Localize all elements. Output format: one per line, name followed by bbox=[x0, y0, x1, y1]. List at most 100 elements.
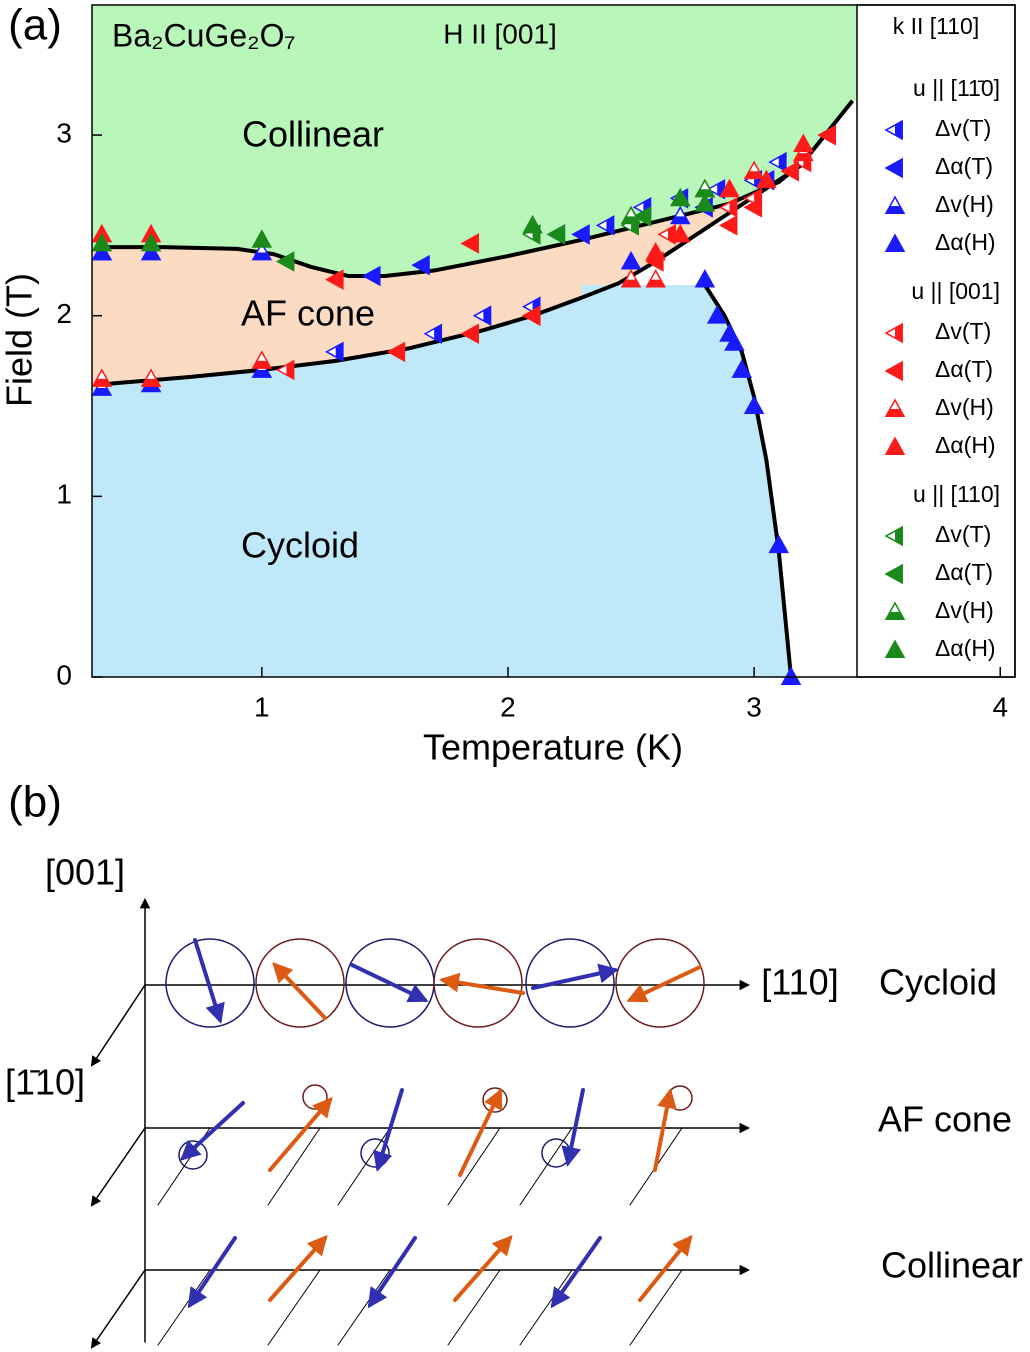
x-tick-label: 4 bbox=[992, 691, 1008, 722]
phase-region bbox=[92, 100, 853, 385]
data-point bbox=[91, 241, 113, 261]
marker-shape bbox=[460, 323, 479, 345]
marker-fill bbox=[895, 324, 903, 342]
legend-label: Δα(T) bbox=[935, 356, 993, 382]
data-point bbox=[620, 250, 642, 270]
marker-fill bbox=[886, 206, 904, 214]
data-point bbox=[743, 197, 763, 218]
legend-title: k II [110] bbox=[893, 13, 980, 39]
marker-fill bbox=[886, 409, 904, 417]
marker-fill bbox=[142, 378, 161, 387]
marker-shape bbox=[768, 534, 789, 554]
x-axis-label: Temperature (K) bbox=[423, 727, 683, 768]
marker-shape bbox=[756, 169, 777, 189]
data-point bbox=[669, 223, 691, 243]
phase-name: AF cone bbox=[878, 1099, 1012, 1140]
legend-label: Δv(T) bbox=[935, 318, 991, 344]
data-point bbox=[884, 563, 903, 585]
marker-shape bbox=[522, 305, 541, 326]
legend-label: Δα(T) bbox=[935, 153, 993, 179]
data-point bbox=[768, 151, 787, 173]
marker-fill bbox=[92, 378, 111, 387]
schematic: (b) [001] [110] [1̄10] Cycloid AF cone C… bbox=[5, 778, 1023, 1349]
marker-fill bbox=[252, 369, 271, 378]
marker-shape bbox=[743, 197, 763, 218]
data-point bbox=[884, 525, 903, 547]
legend-label: Δα(H) bbox=[935, 229, 996, 255]
marker-fill bbox=[646, 279, 665, 287]
marker-fill bbox=[252, 360, 271, 369]
data-point bbox=[884, 639, 906, 658]
marker-shape bbox=[460, 233, 479, 254]
legend-group-title: u || [001] bbox=[911, 278, 1000, 304]
data-point bbox=[386, 341, 406, 363]
axis-label: [001] bbox=[45, 852, 125, 893]
axes bbox=[90, 897, 751, 1349]
data-point bbox=[140, 368, 162, 387]
marker-fill bbox=[606, 216, 614, 235]
data-point bbox=[743, 160, 765, 180]
data-point bbox=[546, 224, 566, 245]
marker-shape bbox=[522, 214, 543, 234]
data-point bbox=[251, 241, 273, 261]
data-point bbox=[669, 205, 691, 225]
y-tick-label: 2 bbox=[56, 298, 72, 329]
marker-shape bbox=[669, 187, 691, 207]
marker-fill bbox=[695, 189, 714, 197]
marker-shape bbox=[884, 157, 903, 179]
data-point bbox=[793, 142, 814, 162]
marker-shape bbox=[884, 639, 906, 658]
marker-shape bbox=[275, 251, 295, 272]
marker-fill bbox=[622, 216, 641, 224]
marker-shape bbox=[694, 193, 716, 212]
data-point bbox=[571, 224, 590, 245]
data-point bbox=[325, 341, 344, 363]
marker-shape bbox=[411, 254, 430, 276]
y-axis-label: Field (T) bbox=[0, 273, 40, 407]
marker-fill bbox=[92, 387, 111, 396]
phase-name: Collinear bbox=[881, 1245, 1023, 1286]
data-point bbox=[884, 601, 906, 620]
marker-shape bbox=[884, 233, 906, 252]
phase-region bbox=[92, 285, 792, 677]
marker-fill bbox=[745, 171, 764, 179]
marker-shape bbox=[251, 229, 273, 248]
data-point bbox=[620, 269, 642, 288]
marker-shape bbox=[386, 341, 406, 363]
marker-fill bbox=[794, 153, 813, 161]
legend-label: Δv(H) bbox=[935, 191, 994, 217]
data-point bbox=[718, 197, 738, 218]
data-point bbox=[595, 215, 615, 236]
marker-shape bbox=[694, 269, 716, 288]
legend-label: Δα(T) bbox=[935, 559, 993, 585]
data-point bbox=[731, 359, 753, 378]
data-point bbox=[884, 322, 903, 344]
marker-shape bbox=[884, 360, 903, 382]
data-point bbox=[411, 254, 430, 276]
marker-shape bbox=[571, 224, 590, 245]
data-point bbox=[275, 251, 295, 272]
data-point bbox=[325, 269, 344, 290]
marker-shape bbox=[546, 224, 566, 245]
data-point bbox=[724, 332, 745, 351]
marker-fill bbox=[778, 153, 786, 172]
plot-frame bbox=[91, 4, 1016, 678]
data-point bbox=[768, 534, 789, 554]
marker-fill bbox=[252, 252, 271, 260]
legend-group-title: u || [110] bbox=[913, 481, 1000, 507]
data-point bbox=[645, 269, 666, 288]
phase-region bbox=[92, 5, 857, 276]
legend-label: Δα(H) bbox=[935, 635, 996, 661]
marker-shape bbox=[884, 436, 906, 455]
data-point bbox=[756, 169, 777, 189]
data-point bbox=[743, 395, 765, 414]
legend-label: Δv(H) bbox=[935, 394, 994, 420]
marker-shape bbox=[325, 269, 344, 290]
legend-label: Δv(T) bbox=[935, 521, 991, 547]
data-point bbox=[251, 359, 273, 378]
data-point bbox=[522, 305, 541, 326]
y-tick-label: 0 bbox=[56, 659, 72, 690]
marker-fill bbox=[729, 198, 737, 217]
phase-label: Cycloid bbox=[241, 525, 359, 566]
